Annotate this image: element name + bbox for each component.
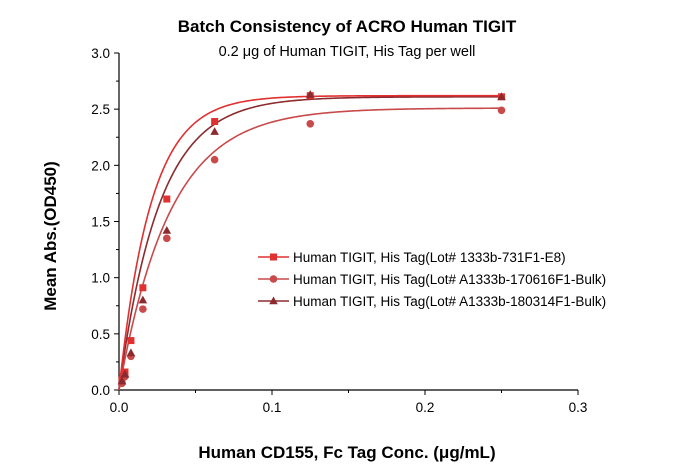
- chart-subtitle: 0.2 μg of Human TIGIT, His Tag per well: [219, 44, 476, 60]
- y-axis-label: Mean Abs.(OD450): [41, 161, 60, 311]
- axes: 0.0 0.5 1.0 1.5 2.0 2.5 3.0 0.0 0.1 0.2 0.3: [91, 46, 587, 415]
- data-point-triangle: [120, 369, 130, 378]
- y-tick-label: 3.0: [91, 46, 110, 61]
- data-points: [117, 90, 506, 388]
- data-point-circle: [497, 106, 506, 115]
- y-tick-label: 0.5: [91, 327, 110, 342]
- chart-title: Batch Consistency of ACRO Human TIGIT: [178, 17, 517, 36]
- data-point-square: [139, 284, 147, 292]
- data-point-triangle: [305, 90, 315, 98]
- data-point-triangle: [497, 92, 506, 101]
- data-point-triangle: [138, 295, 148, 304]
- data-point-triangle: [210, 127, 219, 135]
- data-point-circle: [139, 305, 147, 313]
- legend-label: Human TIGIT, His Tag(Lot# A1333b-180314F…: [293, 294, 606, 309]
- y-tick-label: 0.0: [91, 383, 110, 398]
- legend-marker: [269, 275, 278, 283]
- data-point-triangle: [126, 348, 136, 357]
- legend-marker: [270, 253, 277, 261]
- legend-label: Human TIGIT, His Tag(Lot# A1333b-170616F…: [293, 272, 606, 287]
- y-tick-label: 2.5: [91, 102, 110, 117]
- legend-label: Human TIGIT, His Tag(Lot# 1333b-731F1-E8…: [293, 250, 566, 265]
- data-point-square: [163, 195, 171, 203]
- x-tick-label: 0.2: [416, 400, 435, 415]
- y-tick-label: 1.5: [91, 215, 110, 230]
- data-point-circle: [210, 155, 219, 164]
- data-point-square: [211, 118, 219, 126]
- fit-curve: [118, 94, 502, 391]
- y-tick-label: 1.0: [91, 271, 110, 286]
- data-point-circle: [163, 234, 171, 243]
- x-tick-label: 0.1: [263, 400, 282, 415]
- x-tick-label: 0.0: [110, 400, 129, 415]
- x-tick-label: 0.3: [569, 400, 588, 415]
- fit-curve: [118, 96, 502, 391]
- data-point-square: [127, 337, 135, 345]
- fit-curves: [118, 94, 502, 391]
- legend-marker: [269, 296, 278, 305]
- y-tick-label: 2.0: [91, 158, 110, 173]
- x-axis-label: Human CD155, Fc Tag Conc. (μg/mL): [198, 443, 495, 462]
- legend: Human TIGIT, His Tag(Lot# 1333b-731F1-E8…: [258, 250, 606, 309]
- data-point-triangle: [117, 376, 127, 385]
- data-point-triangle: [162, 225, 172, 234]
- fit-curve: [118, 107, 502, 391]
- data-point-circle: [306, 119, 315, 128]
